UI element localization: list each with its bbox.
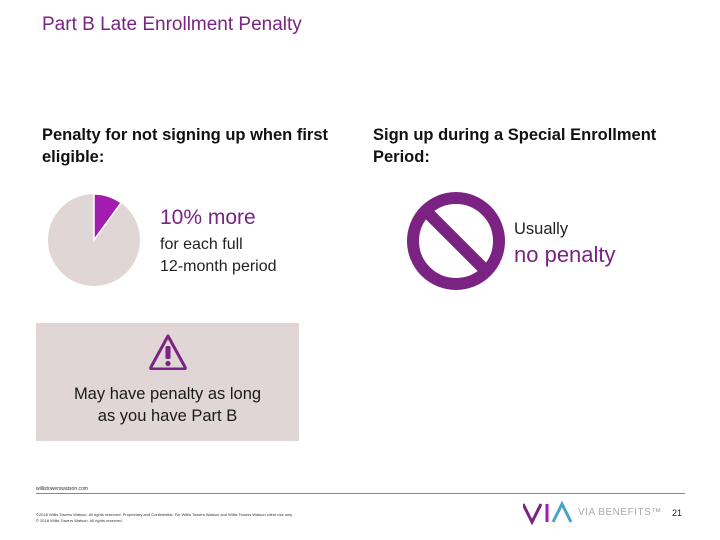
penalty-period-line-1: for each full <box>160 236 243 253</box>
page-number: 21 <box>672 508 683 518</box>
pie-slice <box>93 193 123 243</box>
no-penalty-label: no penalty <box>514 242 616 267</box>
via-benefits-logo <box>523 500 573 526</box>
no-symbol-icon <box>407 192 505 290</box>
footer-legal-line-1: ©2018 Willis Towers Watson. All rights r… <box>36 512 293 517</box>
footer-divider <box>36 493 685 494</box>
usually-label: Usually <box>514 220 569 238</box>
page-title: Part B Late Enrollment Penalty <box>42 14 302 35</box>
note-line-2: as you have Part B <box>97 407 238 425</box>
note-line-1: May have penalty as long <box>73 385 262 403</box>
penalty-pie-chart <box>48 193 140 286</box>
note-box <box>36 323 299 441</box>
warning-icon <box>149 334 187 370</box>
footer-legal-line-2: © 2018 Willis Towers Watson. All rights … <box>36 518 123 523</box>
note-text: May have penalty as long as you have Par… <box>36 383 299 427</box>
right-heading: Sign up during a Special Enrollment Peri… <box>373 126 657 166</box>
via-benefits-logo-text: VIA BENEFITS™ <box>578 507 662 518</box>
penalty-period: for each full 12-month period <box>160 234 277 278</box>
penalty-period-line-2: 12-month period <box>160 258 277 275</box>
penalty-percent: 10% more <box>160 206 256 229</box>
footer-legal: ©2018 Willis Towers Watson. All rights r… <box>36 512 466 524</box>
footer-url[interactable]: willistowerswatson.com <box>36 486 88 492</box>
left-heading: Penalty for not signing up when first el… <box>42 126 329 166</box>
